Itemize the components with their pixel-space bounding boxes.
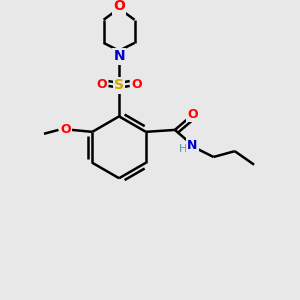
Text: O: O [113, 0, 125, 13]
Text: O: O [131, 78, 142, 91]
Text: S: S [114, 79, 124, 92]
Text: N: N [113, 50, 125, 64]
Text: O: O [96, 78, 107, 91]
Text: N: N [187, 139, 197, 152]
Text: O: O [60, 123, 70, 136]
Text: O: O [187, 108, 198, 121]
Text: H: H [179, 144, 188, 154]
